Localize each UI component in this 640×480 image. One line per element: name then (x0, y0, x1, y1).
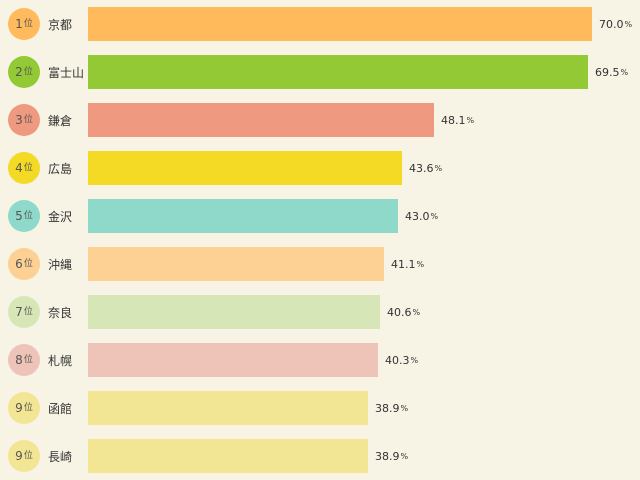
percent-unit: % (430, 211, 439, 221)
category-label: 札幌 (48, 353, 73, 368)
rank-suffix: 位 (23, 66, 33, 77)
rank-suffix: 位 (23, 162, 33, 173)
rank-suffix: 位 (23, 258, 33, 269)
bar (88, 151, 402, 185)
value-label: 40.3% (385, 343, 418, 377)
rank-suffix: 位 (23, 114, 33, 125)
rank-number: 9 (15, 401, 23, 415)
bar (88, 247, 384, 281)
category-label: 広島 (48, 161, 73, 176)
bar-row: 7 位奈良 40.6% (0, 295, 640, 329)
bar-row: 9 位長崎 38.9% (0, 439, 640, 473)
value-label: 38.9% (375, 391, 408, 425)
value-number: 40.6 (387, 305, 412, 319)
value-number: 40.3 (385, 353, 410, 367)
percent-unit: % (466, 115, 475, 125)
rank-number: 5 (15, 209, 23, 223)
rank-number: 8 (15, 353, 23, 367)
category-label: 長崎 (48, 449, 73, 464)
bar (88, 343, 378, 377)
rank-suffix: 位 (23, 402, 33, 413)
bar (88, 199, 398, 233)
category-label: 奈良 (48, 305, 73, 320)
value-label: 48.1% (441, 103, 474, 137)
value-number: 48.1 (441, 113, 466, 127)
value-label: 38.9% (375, 439, 408, 473)
category-label: 鎌倉 (48, 113, 73, 128)
rank-suffix: 位 (23, 450, 33, 461)
rank-number: 9 (15, 449, 23, 463)
bar-row: 1 位京都 70.0% (0, 7, 640, 41)
value-label: 69.5% (595, 55, 628, 89)
bar-row: 3 位鎌倉 48.1% (0, 103, 640, 137)
value-label: 41.1% (391, 247, 424, 281)
category-label: 函館 (48, 401, 73, 416)
percent-unit: % (416, 259, 425, 269)
value-label: 40.6% (387, 295, 420, 329)
bar (88, 391, 368, 425)
category-label: 富士山 (48, 65, 85, 80)
category-label: 京都 (48, 17, 73, 32)
rank-number: 1 (15, 17, 23, 31)
value-number: 38.9 (375, 449, 400, 463)
category-label: 沖縄 (48, 257, 73, 272)
percent-unit: % (620, 67, 629, 77)
percent-unit: % (400, 451, 409, 461)
category-label: 金沢 (48, 209, 73, 224)
bar (88, 103, 434, 137)
bar (88, 55, 588, 89)
bar-row: 5 位金沢 43.0% (0, 199, 640, 233)
rank-suffix: 位 (23, 210, 33, 221)
percent-unit: % (410, 355, 419, 365)
bar-row: 6 位沖縄 41.1% (0, 247, 640, 281)
value-number: 43.6 (409, 161, 434, 175)
value-label: 43.6% (409, 151, 442, 185)
rank-suffix: 位 (23, 306, 33, 317)
bar-row: 8 位札幌 40.3% (0, 343, 640, 377)
value-label: 70.0% (599, 7, 632, 41)
rank-suffix: 位 (23, 18, 33, 29)
rank-number: 3 (15, 113, 23, 127)
percent-unit: % (412, 307, 421, 317)
bar (88, 295, 380, 329)
rank-number: 2 (15, 65, 23, 79)
bar-row: 2 位富士山 69.5% (0, 55, 640, 89)
rank-suffix: 位 (23, 354, 33, 365)
percent-unit: % (624, 19, 633, 29)
bar-row: 4 位広島 43.6% (0, 151, 640, 185)
rank-number: 7 (15, 305, 23, 319)
value-number: 69.5 (595, 65, 620, 79)
value-number: 41.1 (391, 257, 416, 271)
value-number: 43.0 (405, 209, 430, 223)
value-number: 70.0 (599, 17, 624, 31)
percent-unit: % (400, 403, 409, 413)
bar (88, 439, 368, 473)
percent-unit: % (434, 163, 443, 173)
value-label: 43.0% (405, 199, 438, 233)
rank-number: 6 (15, 257, 23, 271)
value-number: 38.9 (375, 401, 400, 415)
rank-number: 4 (15, 161, 23, 175)
bar (88, 7, 592, 41)
bar-row: 9 位函館 38.9% (0, 391, 640, 425)
